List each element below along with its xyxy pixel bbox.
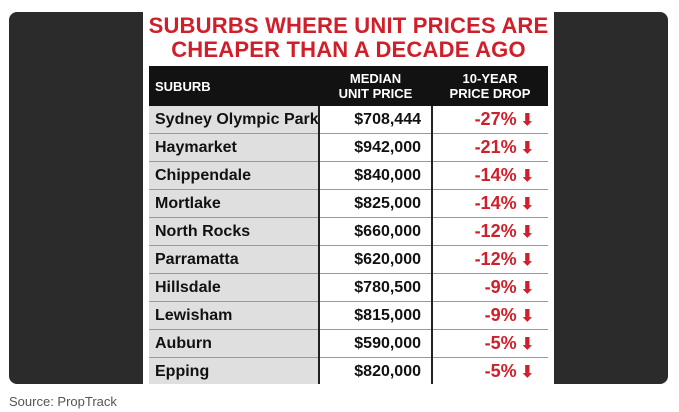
down-arrow-icon: ⬇ [520, 224, 534, 241]
header-price-drop: 10-YEAR PRICE DROP [432, 66, 548, 106]
suburb-cell: Epping [149, 357, 320, 384]
price-drop-cell: -27% ⬇ [432, 106, 548, 134]
median-price-cell: $825,000 [319, 189, 433, 218]
title-line-2: CHEAPER THAN A DECADE AGO [171, 37, 526, 62]
table-row: Mortlake $825,000 -14% ⬇ [149, 189, 548, 218]
down-arrow-icon: ⬇ [520, 196, 534, 213]
price-drop-value: -5% [484, 333, 517, 353]
price-drop-value: -9% [484, 305, 517, 325]
title-line-1: SUBURBS WHERE UNIT PRICES ARE [148, 13, 549, 38]
table-row: Hillsdale $780,500 -9% ⬇ [149, 273, 548, 302]
table-row: Auburn $590,000 -5% ⬇ [149, 329, 548, 358]
header-median-line1: MEDIAN [349, 71, 402, 86]
median-price-cell: $815,000 [319, 301, 433, 330]
price-drop-value: -27% [474, 109, 517, 129]
price-drop-value: -21% [474, 137, 517, 157]
suburb-cell: Chippendale [149, 161, 320, 190]
median-price-cell: $590,000 [319, 329, 433, 358]
median-price-cell: $620,000 [319, 245, 433, 274]
price-drop-cell: -12% ⬇ [432, 245, 548, 274]
price-drop-cell: -5% ⬇ [432, 329, 548, 358]
header-median-price: MEDIAN UNIT PRICE [319, 66, 432, 106]
suburb-cell: Mortlake [149, 189, 320, 218]
infographic-card: SUBURBS WHERE UNIT PRICES ARE CHEAPER TH… [143, 12, 554, 384]
suburb-cell: North Rocks [149, 217, 320, 246]
table-row: Chippendale $840,000 -14% ⬇ [149, 161, 548, 190]
median-price-cell: $660,000 [319, 217, 433, 246]
price-drop-cell: -9% ⬇ [432, 273, 548, 302]
header-suburb: SUBURB [149, 66, 319, 106]
price-drop-value: -12% [474, 249, 517, 269]
image-frame: SUBURBS WHERE UNIT PRICES ARE CHEAPER TH… [9, 12, 668, 384]
suburb-cell: Sydney Olympic Park [149, 106, 320, 134]
header-median-line2: UNIT PRICE [338, 86, 413, 101]
table-row: Lewisham $815,000 -9% ⬇ [149, 301, 548, 330]
price-drop-cell: -5% ⬇ [432, 357, 548, 384]
down-arrow-icon: ⬇ [520, 168, 534, 185]
header-drop-line1: 10-YEAR [462, 71, 518, 86]
down-arrow-icon: ⬇ [520, 280, 534, 297]
table-header-row: SUBURB MEDIAN UNIT PRICE 10-YEAR PRICE D… [149, 66, 548, 106]
down-arrow-icon: ⬇ [520, 364, 534, 381]
table-row: Haymarket $942,000 -21% ⬇ [149, 133, 548, 162]
price-drop-value: -5% [484, 361, 517, 381]
down-arrow-icon: ⬇ [520, 140, 534, 157]
down-arrow-icon: ⬇ [520, 112, 534, 129]
price-drop-value: -9% [484, 277, 517, 297]
down-arrow-icon: ⬇ [520, 308, 534, 325]
price-drop-value: -14% [474, 193, 517, 213]
down-arrow-icon: ⬇ [520, 252, 534, 269]
suburb-cell: Auburn [149, 329, 320, 358]
source-caption: Source: PropTrack [9, 394, 117, 409]
price-drop-value: -14% [474, 165, 517, 185]
header-drop-line2: PRICE DROP [449, 86, 531, 101]
down-arrow-icon: ⬇ [520, 336, 534, 353]
price-drop-cell: -21% ⬇ [432, 133, 548, 162]
suburb-cell: Parramatta [149, 245, 320, 274]
suburb-cell: Hillsdale [149, 273, 320, 302]
infographic-title: SUBURBS WHERE UNIT PRICES ARE CHEAPER TH… [143, 14, 554, 62]
table-row: North Rocks $660,000 -12% ⬇ [149, 217, 548, 246]
table-body: Sydney Olympic Park $708,444 -27% ⬇ Haymarke… [149, 106, 548, 384]
price-drop-cell: -12% ⬇ [432, 217, 548, 246]
median-price-cell: $708,444 [319, 106, 433, 134]
price-drop-cell: -14% ⬇ [432, 189, 548, 218]
price-table: SUBURB MEDIAN UNIT PRICE 10-YEAR PRICE D… [149, 66, 548, 384]
price-drop-cell: -9% ⬇ [432, 301, 548, 330]
table-row: Epping $820,000 -5% ⬇ [149, 357, 548, 384]
suburb-cell: Haymarket [149, 133, 320, 162]
median-price-cell: $840,000 [319, 161, 433, 190]
table-row: Sydney Olympic Park $708,444 -27% ⬇ [149, 106, 548, 134]
price-drop-cell: -14% ⬇ [432, 161, 548, 190]
price-drop-value: -12% [474, 221, 517, 241]
median-price-cell: $820,000 [319, 357, 433, 384]
median-price-cell: $780,500 [319, 273, 433, 302]
median-price-cell: $942,000 [319, 133, 433, 162]
suburb-cell: Lewisham [149, 301, 320, 330]
table-row: Parramatta $620,000 -12% ⬇ [149, 245, 548, 274]
